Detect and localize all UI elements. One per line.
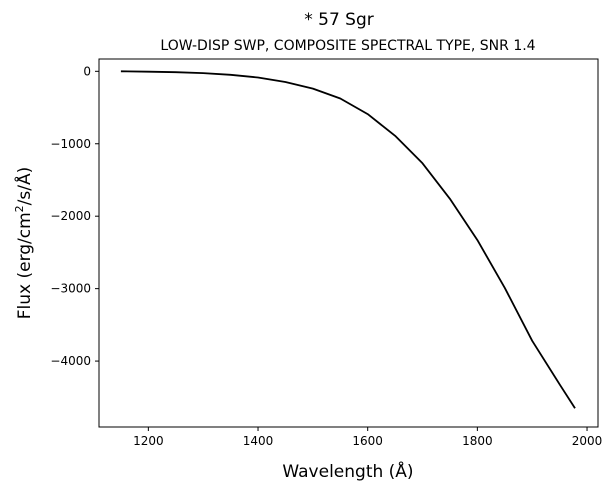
y-tick-label: −3000 — [50, 282, 91, 296]
x-axis: 1200 1400 1600 1800 2000 — [133, 427, 602, 448]
chart-subtitle: LOW-DISP SWP, COMPOSITE SPECTRAL TYPE, S… — [160, 38, 535, 54]
y-tick-label: −2000 — [50, 209, 91, 223]
y-axis-label-superscript: 2 — [13, 205, 26, 212]
series-line — [120, 70, 576, 409]
x-axis-label: Wavelength (Å) — [282, 460, 413, 482]
x-tick-label: 1800 — [462, 434, 493, 448]
y-tick-label: −1000 — [50, 137, 91, 151]
y-axis-label: Flux (erg/cm2/s/Å) — [13, 167, 35, 320]
y-tick-label: −4000 — [50, 354, 91, 368]
plot-area — [120, 70, 576, 409]
x-tick-label: 1600 — [352, 434, 383, 448]
axes-frame — [98, 58, 599, 428]
x-tick-label: 1400 — [243, 434, 274, 448]
y-tick-label: 0 — [83, 64, 91, 78]
y-axis-label-prefix: Flux (erg/cm — [15, 212, 35, 319]
y-axis: 0 −1000 −2000 −3000 −4000 — [50, 64, 99, 368]
chart-title: * 57 Sgr — [304, 10, 374, 30]
y-axis-label-suffix: /s/Å) — [13, 167, 35, 206]
x-tick-label: 2000 — [572, 434, 603, 448]
x-tick-label: 1200 — [133, 434, 164, 448]
